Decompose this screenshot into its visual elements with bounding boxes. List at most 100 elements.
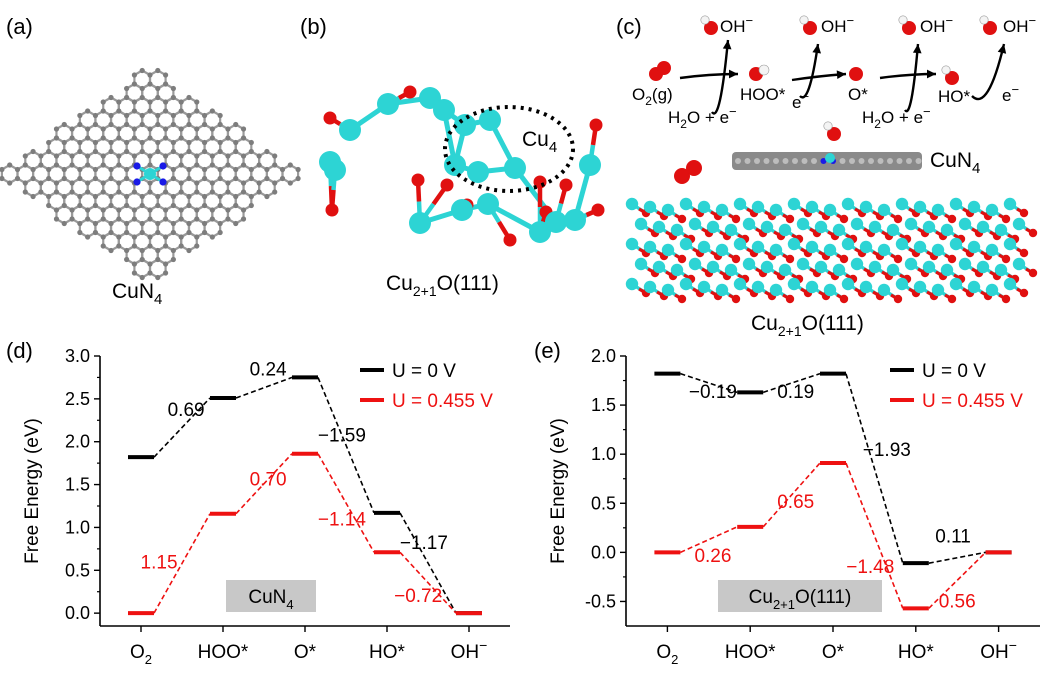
copper-atom <box>751 240 765 254</box>
carbon-atom <box>162 243 169 249</box>
catalyst-label: CuN4 <box>248 587 293 612</box>
carbon-atom <box>131 261 138 267</box>
catalyst-label-box <box>718 580 882 612</box>
copper-atom <box>913 200 927 214</box>
oxygen-atom <box>323 111 337 125</box>
oxygen-atom <box>893 214 903 224</box>
o-star-label: O* <box>848 85 868 104</box>
carbon-atom <box>85 135 91 141</box>
copper-atom <box>733 197 747 211</box>
x-tick-label: OH− <box>451 637 488 663</box>
copper-atom <box>796 217 810 231</box>
oxygen-atom <box>677 294 687 304</box>
series-connector <box>153 513 211 614</box>
carbon-atom <box>201 166 208 173</box>
carbon-atom <box>295 166 301 173</box>
carbon-atom <box>233 166 239 173</box>
carbon-atom <box>240 207 247 213</box>
copper-atom <box>769 243 783 257</box>
sheet-atom <box>792 158 798 164</box>
carbon-atom <box>124 229 130 236</box>
carbon-atom <box>22 180 28 186</box>
copper-atom <box>778 223 792 237</box>
carbon-atom <box>116 126 122 132</box>
carbon-atom <box>46 139 52 146</box>
oh-release-arrow <box>799 43 820 99</box>
copper-atom <box>931 243 945 257</box>
h2o-e-label-1: H2O + e− <box>668 104 737 131</box>
carbon-atom <box>162 270 169 276</box>
cu4-label: Cu4 <box>522 128 557 156</box>
copper-atom <box>451 199 473 221</box>
copper-atom <box>976 220 990 234</box>
carbon-atom <box>85 180 91 186</box>
carbon-atom <box>217 112 223 119</box>
x-tick-label: O2 <box>656 642 678 667</box>
carbon-atom <box>256 162 262 168</box>
carbon-atom <box>170 247 176 254</box>
copper-atom <box>643 200 657 214</box>
carbon-atom <box>100 153 106 159</box>
series-connector <box>928 551 986 564</box>
carbon-atom <box>131 207 138 213</box>
carbon-atom <box>233 175 239 182</box>
copper-atom <box>643 240 657 254</box>
carbon-atom <box>279 166 286 173</box>
carbon-atom <box>225 162 231 168</box>
panel-label-a: (a) <box>6 14 33 39</box>
copper-atom <box>859 240 873 254</box>
e-label-2: e− <box>1002 82 1019 105</box>
carbon-atom <box>287 162 293 168</box>
carbon-atom <box>124 121 130 128</box>
sheet-atom <box>839 158 846 164</box>
carbon-atom <box>108 139 114 146</box>
copper-atom <box>760 260 774 274</box>
step-energy-label: 0.70 <box>250 469 287 490</box>
carbon-atom <box>116 135 122 141</box>
copper-atom <box>796 257 810 271</box>
series-connector <box>153 397 211 458</box>
copper-atom <box>477 193 499 215</box>
carbon-atom <box>186 121 192 128</box>
carbon-atom <box>217 193 223 200</box>
carbon-atom <box>61 166 67 173</box>
catalyst-label-box <box>226 580 316 612</box>
adsorbed-oh-hydrogen <box>823 121 833 131</box>
carbon-atom <box>178 126 184 132</box>
carbon-atom <box>108 166 114 173</box>
copper-atom <box>787 277 801 291</box>
oh-release-arrow-head <box>997 44 1007 54</box>
carbon-atom <box>186 148 192 155</box>
carbon-atom <box>186 175 192 182</box>
carbon-atom <box>256 189 262 195</box>
carbon-atom <box>240 180 247 186</box>
carbon-atom <box>147 261 153 267</box>
carbon-atom <box>201 229 208 236</box>
carbon-atom <box>0 175 5 182</box>
copper-atom <box>778 263 792 277</box>
carbon-atom <box>194 162 200 168</box>
hoo-hydrogen <box>758 64 770 76</box>
copper-atom <box>625 237 639 251</box>
oxygen-atom <box>403 85 417 99</box>
carbon-atom <box>147 81 153 87</box>
y-tick-label: 0.0 <box>591 542 616 562</box>
oxygen-atom <box>947 294 957 304</box>
carbon-atom <box>92 148 99 155</box>
sheet-atom <box>820 158 827 164</box>
oh-molecule-oxygen <box>803 21 817 35</box>
step-energy-label: −1.14 <box>318 510 367 531</box>
cun4-graphene-structure <box>0 67 301 281</box>
x-tick-label: HO* <box>898 642 935 663</box>
copper-atom <box>886 263 900 277</box>
copper-atom <box>949 197 963 211</box>
oh-molecule-oxygen <box>902 21 916 35</box>
carbon-atom <box>77 202 83 209</box>
copper-atom <box>751 280 765 294</box>
y-tick-label: 0.0 <box>65 603 90 623</box>
copper-atom <box>679 237 693 251</box>
carbon-atom <box>61 193 67 200</box>
carbon-atom <box>108 112 114 119</box>
sheet-atom <box>754 158 760 164</box>
oxygen-atom <box>785 214 795 224</box>
